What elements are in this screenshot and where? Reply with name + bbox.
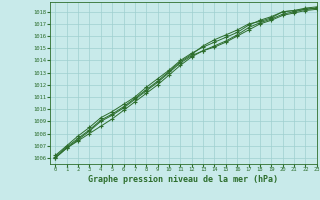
X-axis label: Graphe pression niveau de la mer (hPa): Graphe pression niveau de la mer (hPa): [88, 175, 278, 184]
